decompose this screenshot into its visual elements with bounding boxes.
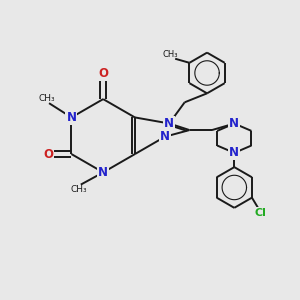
Text: N: N (98, 166, 108, 179)
Text: N: N (229, 117, 239, 130)
Text: N: N (164, 117, 174, 130)
Text: O: O (98, 68, 108, 80)
Text: O: O (43, 148, 53, 160)
Text: N: N (66, 111, 76, 124)
Text: N: N (229, 146, 239, 159)
Text: N: N (160, 130, 170, 143)
Text: CH₃: CH₃ (39, 94, 55, 103)
Text: CH₃: CH₃ (70, 185, 87, 194)
Text: CH₃: CH₃ (163, 50, 178, 59)
Text: Cl: Cl (254, 208, 266, 218)
